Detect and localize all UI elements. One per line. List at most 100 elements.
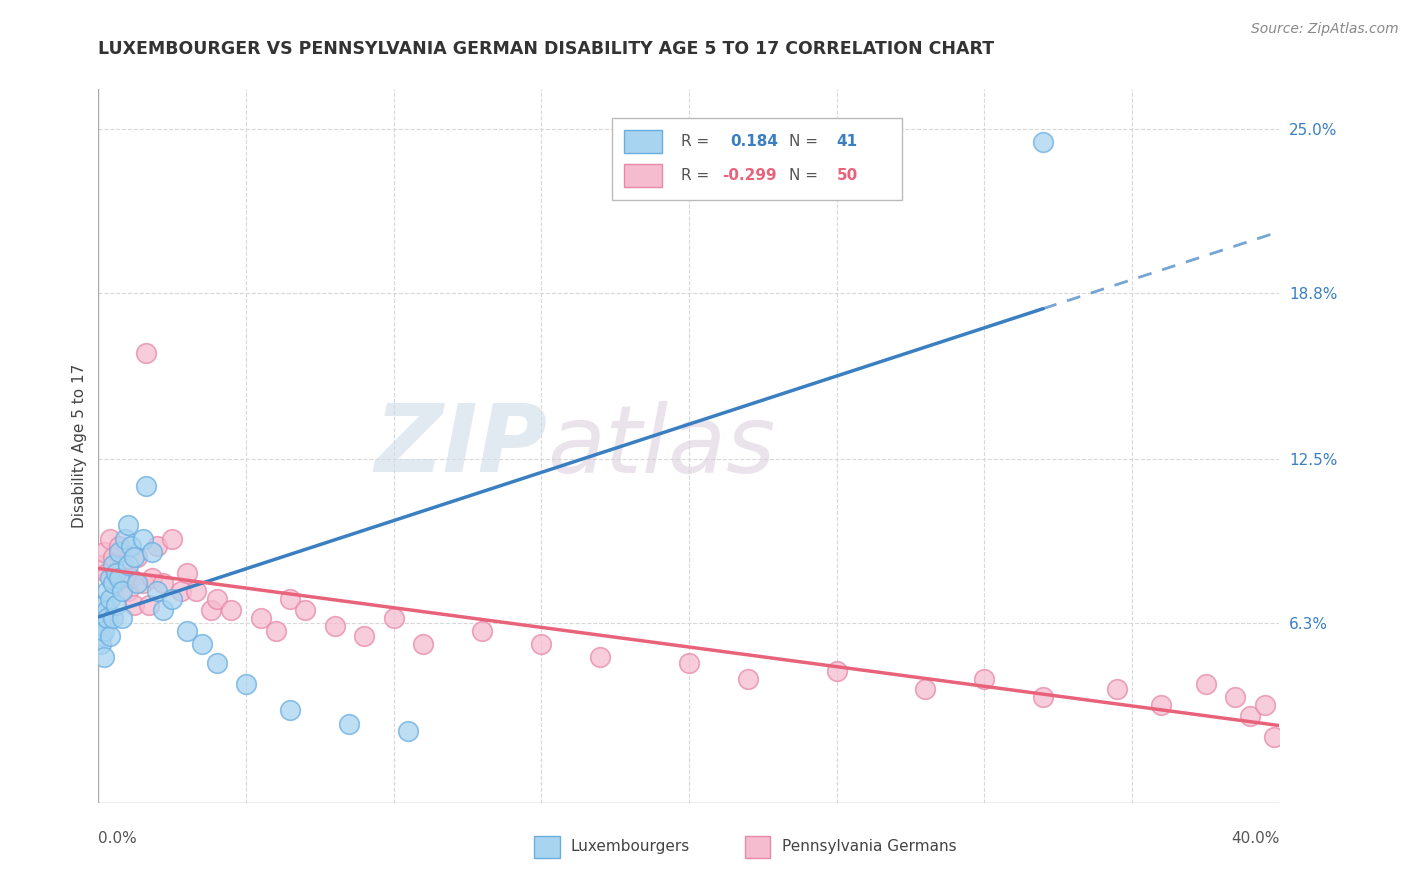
Point	[114, 571, 136, 585]
Point	[114, 532, 136, 546]
Text: -0.299: -0.299	[723, 168, 776, 183]
Text: 0.184: 0.184	[730, 134, 779, 149]
Point	[235, 677, 257, 691]
Point	[1223, 690, 1246, 704]
Text: Luxembourgers: Luxembourgers	[571, 839, 690, 855]
Point	[105, 598, 128, 612]
Point	[120, 540, 142, 554]
Point	[1263, 730, 1285, 744]
Point	[1105, 682, 1128, 697]
Point	[825, 664, 848, 678]
Point	[1032, 690, 1054, 704]
Point	[382, 611, 405, 625]
Point	[135, 478, 157, 492]
Point	[200, 603, 222, 617]
Point	[162, 592, 183, 607]
Point	[120, 571, 142, 585]
Text: Source: ZipAtlas.com: Source: ZipAtlas.com	[1251, 22, 1399, 37]
Y-axis label: Disability Age 5 to 17: Disability Age 5 to 17	[72, 364, 87, 528]
Point	[396, 724, 419, 739]
Point	[125, 576, 148, 591]
Point	[117, 558, 139, 572]
Point	[219, 603, 242, 617]
Point	[678, 656, 700, 670]
Point	[152, 576, 174, 591]
Point	[1150, 698, 1173, 712]
Point	[122, 549, 145, 564]
Point	[125, 549, 148, 564]
Point	[339, 716, 360, 731]
Bar	[624, 130, 662, 153]
Point	[93, 598, 115, 612]
Point	[108, 571, 131, 585]
Point	[93, 624, 115, 638]
Point	[90, 629, 112, 643]
Point	[152, 603, 174, 617]
Point	[176, 624, 198, 638]
Point	[146, 584, 169, 599]
Point	[108, 545, 131, 559]
Point	[103, 576, 125, 591]
Point	[90, 616, 112, 631]
Point	[141, 571, 163, 585]
Point	[162, 532, 183, 546]
Point	[323, 618, 346, 632]
Point	[98, 629, 121, 643]
Text: R =: R =	[681, 134, 709, 149]
Point	[170, 584, 193, 599]
Point	[98, 571, 121, 585]
Point	[471, 624, 494, 638]
Text: 40.0%: 40.0%	[1232, 831, 1279, 847]
Point	[93, 650, 115, 665]
Point	[278, 703, 302, 717]
Text: N =: N =	[789, 134, 818, 149]
Point	[138, 598, 160, 612]
Point	[250, 611, 273, 625]
Point	[96, 566, 118, 580]
Point	[146, 540, 169, 554]
Text: 41: 41	[837, 134, 858, 149]
Point	[264, 624, 287, 638]
Point	[108, 540, 131, 554]
Point	[191, 637, 214, 651]
Point	[93, 545, 115, 559]
Point	[111, 611, 134, 625]
Point	[103, 611, 125, 625]
Point	[98, 532, 121, 546]
Point	[1239, 708, 1261, 723]
Point	[105, 576, 128, 591]
Point	[135, 346, 157, 360]
Text: R =: R =	[681, 168, 709, 183]
Bar	[624, 164, 662, 187]
Point	[103, 558, 125, 572]
Point	[96, 603, 118, 617]
FancyBboxPatch shape	[612, 118, 901, 200]
Point	[737, 672, 759, 686]
Text: Pennsylvania Germans: Pennsylvania Germans	[782, 839, 956, 855]
Point	[353, 629, 375, 643]
Point	[412, 637, 434, 651]
Point	[117, 584, 139, 599]
Point	[103, 549, 125, 564]
Point	[132, 532, 155, 546]
Point	[973, 672, 995, 686]
Text: ZIP: ZIP	[374, 400, 547, 492]
Point	[111, 584, 134, 599]
Point	[132, 576, 155, 591]
Point	[176, 566, 198, 580]
Point	[1032, 135, 1054, 149]
Point	[294, 603, 316, 617]
Point	[184, 584, 207, 599]
Point	[914, 682, 936, 697]
Point	[90, 558, 112, 572]
Point	[141, 545, 163, 559]
Point	[96, 611, 118, 625]
Text: atlas: atlas	[547, 401, 776, 491]
Point	[90, 637, 112, 651]
Point	[1254, 698, 1277, 712]
Point	[111, 558, 134, 572]
Point	[205, 656, 228, 670]
Point	[1195, 677, 1218, 691]
Point	[122, 598, 145, 612]
Point	[117, 518, 139, 533]
